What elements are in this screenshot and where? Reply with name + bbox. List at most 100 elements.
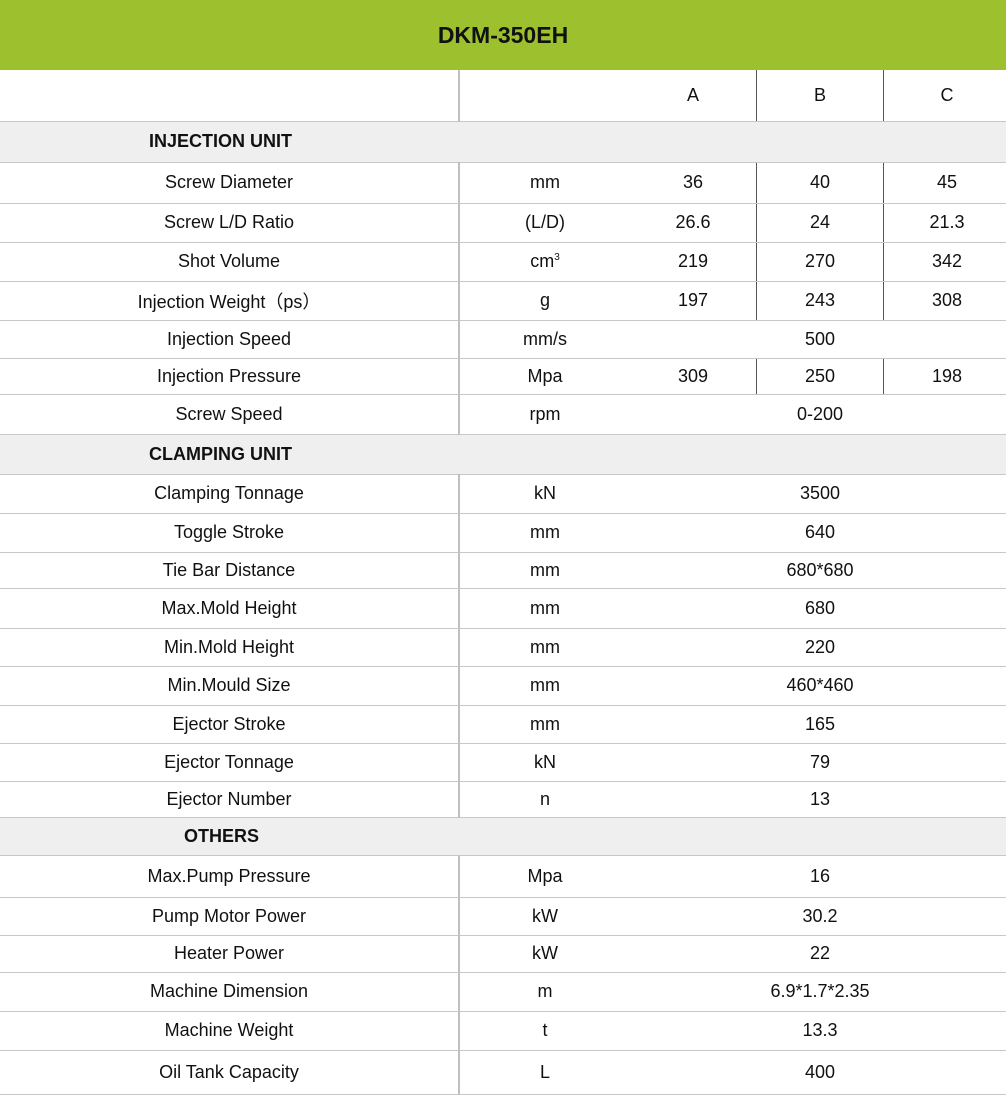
param-value-b: 250 [756, 358, 884, 395]
table-row: Oil Tank Capacity L 400 [0, 1050, 1006, 1095]
param-value-b: 243 [756, 281, 884, 321]
table-row: Shot Volume cm3 219 270 342 [0, 242, 1006, 282]
column-header: A [630, 70, 757, 122]
section-header: INJECTION UNIT [0, 121, 1006, 163]
column-header: B [756, 70, 884, 122]
param-unit: n [458, 781, 630, 818]
param-label: Screw Diameter [0, 162, 459, 204]
param-unit: mm [458, 513, 630, 553]
param-value: 640 [630, 513, 1006, 553]
unit-text: kW [532, 905, 558, 926]
param-label: Screw Speed [0, 394, 459, 435]
param-unit: kN [458, 743, 630, 782]
table-row: Injection Pressure Mpa 309 250 198 [0, 358, 1006, 395]
param-value: 16 [630, 855, 1006, 898]
unit-text: mm [530, 597, 560, 618]
param-value: 30.2 [630, 897, 1006, 936]
section-title: INJECTION UNIT [149, 131, 293, 151]
param-value: 500 [630, 320, 1006, 359]
param-value-c: 45 [883, 162, 1006, 204]
param-value-a: 26.6 [630, 203, 757, 243]
param-label: Max.Pump Pressure [0, 855, 459, 898]
param-unit: cm3 [458, 242, 630, 282]
param-label: Ejector Number [0, 781, 459, 818]
section-title: OTHERS [184, 825, 260, 846]
unit-text: g [539, 290, 550, 310]
param-value-c: 308 [883, 281, 1006, 321]
unit-text: n [539, 788, 550, 809]
unit-text: (L/D) [525, 212, 565, 232]
param-label: Ejector Stroke [0, 705, 459, 744]
param-value: 400 [630, 1050, 1006, 1095]
unit-text: m [537, 981, 553, 1001]
param-unit: t [458, 1011, 630, 1051]
param-value: 79 [630, 743, 1006, 782]
param-label: Injection Pressure [0, 358, 459, 395]
table-row: Min.Mould Size mm 460*460 [0, 666, 1006, 706]
unit-text: cm [530, 251, 555, 271]
param-value-c: 198 [883, 358, 1006, 395]
table-title: DKM-350EH [0, 0, 1006, 70]
table-row: Clamping Tonnage kN 3500 [0, 474, 1006, 514]
unit-text: mm [530, 675, 560, 695]
table-row: Max.Pump Pressure Mpa 16 [0, 855, 1006, 898]
param-label: Pump Motor Power [0, 897, 459, 936]
param-label: Clamping Tonnage [0, 474, 459, 514]
table-row: Machine Weight t 13.3 [0, 1011, 1006, 1051]
param-unit: m [458, 972, 630, 1012]
section-title: CLAMPING UNIT [149, 443, 292, 464]
param-unit: (L/D) [458, 203, 630, 243]
param-unit: kW [458, 897, 630, 936]
param-value: 6.9*1.7*2.35 [630, 972, 1006, 1012]
param-value: 3500 [630, 474, 1006, 514]
param-unit: rpm [458, 394, 630, 435]
table-row: Pump Motor Power kW 30.2 [0, 897, 1006, 936]
param-value: 680 [630, 588, 1006, 629]
param-value-b: 270 [756, 242, 884, 282]
table-row: Toggle Stroke mm 640 [0, 513, 1006, 553]
param-value: 13 [630, 781, 1006, 818]
column-header [458, 70, 630, 122]
table-row: Min.Mold Height mm 220 [0, 628, 1006, 667]
table-row: Screw Diameter mm 36 40 45 [0, 162, 1006, 204]
unit-text: kN [534, 483, 556, 503]
param-unit: kN [458, 474, 630, 514]
table-row: Screw L/D Ratio (L/D) 26.6 24 21.3 [0, 203, 1006, 243]
param-value-a: 36 [630, 162, 757, 204]
param-value-a: 219 [630, 242, 757, 282]
param-unit: mm [458, 628, 630, 667]
unit-text: Mpa [527, 365, 563, 386]
unit-text: Mpa [527, 865, 563, 886]
unit-text: kW [532, 943, 558, 963]
table-row: Injection Speed mm/s 500 [0, 320, 1006, 359]
param-label: Heater Power [0, 935, 459, 973]
param-value: 220 [630, 628, 1006, 667]
section-header: CLAMPING UNIT [0, 434, 1006, 475]
param-unit: mm [458, 666, 630, 706]
param-unit: L [458, 1050, 630, 1095]
param-unit: mm [458, 588, 630, 629]
param-label: Machine Weight [0, 1011, 459, 1051]
table-row: Ejector Stroke mm 165 [0, 705, 1006, 744]
unit-text: mm/s [523, 328, 567, 349]
column-header [0, 70, 459, 122]
unit-text: L [539, 1061, 550, 1082]
column-header: C [883, 70, 1006, 122]
table-row: Heater Power kW 22 [0, 935, 1006, 973]
table-row: Machine Dimension m 6.9*1.7*2.35 [0, 972, 1006, 1012]
param-label: Min.Mold Height [0, 628, 459, 667]
param-value-b: 24 [756, 203, 884, 243]
param-value: 0-200 [630, 394, 1006, 435]
table-row: Injection Weight（ps） g 197 243 308 [0, 281, 1006, 321]
param-label: Min.Mould Size [0, 666, 459, 706]
param-label: Injection Weight（ps） [0, 281, 459, 321]
unit-text: mm [530, 636, 560, 657]
table-row: Max.Mold Height mm 680 [0, 588, 1006, 629]
param-value-a: 309 [630, 358, 757, 395]
unit-text: t [542, 1020, 548, 1040]
table-row: Tie Bar Distance mm 680*680 [0, 552, 1006, 589]
param-value-a: 197 [630, 281, 757, 321]
param-value-b: 40 [756, 162, 884, 204]
spec-table: A B C INJECTION UNIT Screw Diameter mm 36 40 45 S… [0, 70, 1006, 1095]
